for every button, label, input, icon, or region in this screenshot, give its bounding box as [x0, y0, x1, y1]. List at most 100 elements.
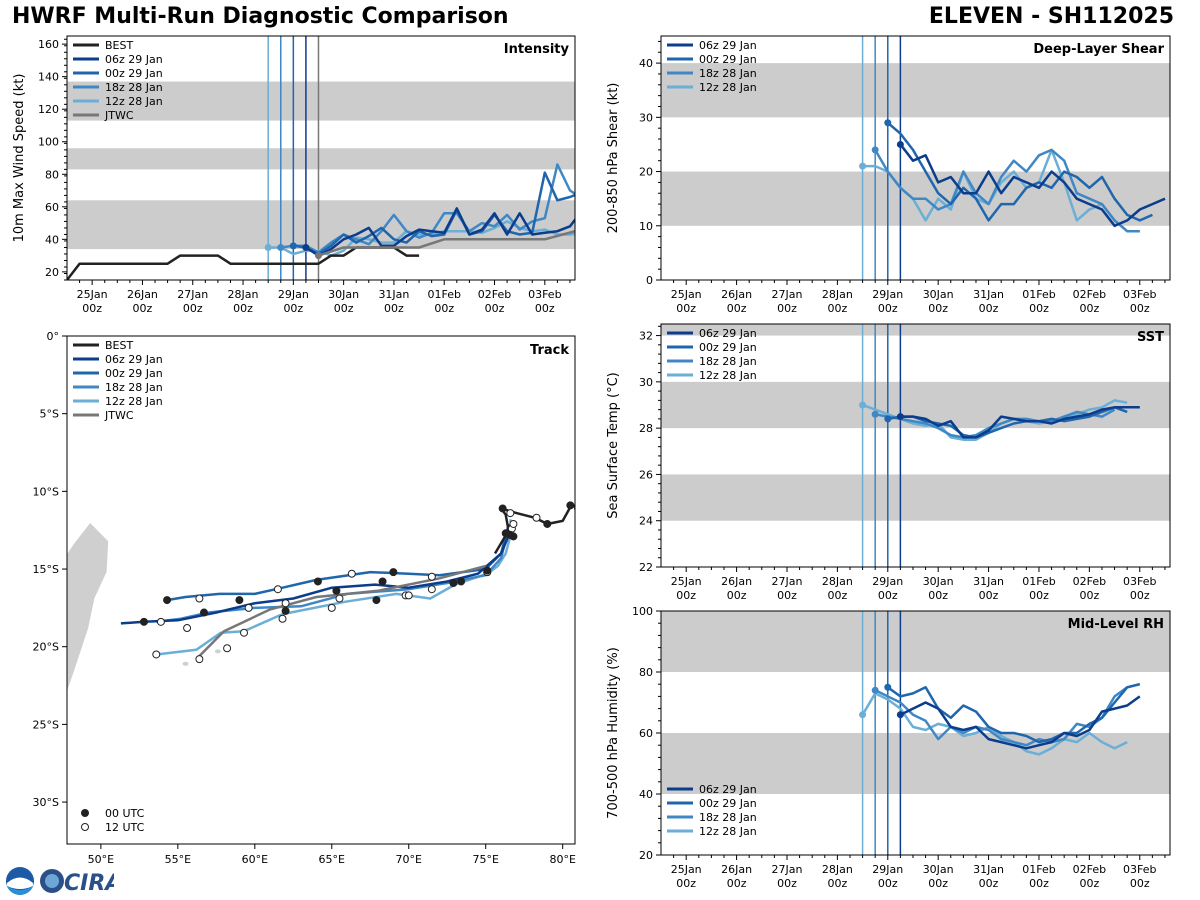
lon-tick-label: 75°E — [472, 853, 498, 866]
chart-title: Intensity — [504, 42, 570, 57]
x-tick-label: 29Jan — [872, 288, 903, 301]
x-tick-label: 31Jan — [378, 288, 409, 301]
x-tick-label: 25Jan — [77, 288, 108, 301]
legend-label: 12z 28 Jan — [105, 395, 163, 408]
cira-logo-text: CIRA — [64, 871, 114, 896]
intensity-frame — [66, 35, 576, 281]
legend-label: 00z 29 Jan — [699, 53, 757, 66]
x-tick-label: 00z — [928, 589, 948, 602]
x-tick-label: 01Feb — [1022, 863, 1055, 876]
x-tick-label: 00z — [1029, 302, 1049, 315]
series-start-marker — [871, 410, 879, 418]
series-line-06z-29-jan — [899, 143, 1166, 228]
x-tick-label: 30Jan — [923, 863, 954, 876]
threshold-band — [661, 733, 1170, 794]
series-start-marker — [859, 162, 867, 170]
series-start-marker — [289, 242, 297, 250]
x-tick-label: 00z — [1130, 589, 1150, 602]
lat-tick-label: 5°S — [40, 408, 59, 421]
series-start-marker — [302, 243, 310, 251]
series-line-06z-29-jan — [900, 406, 1140, 439]
x-tick-label: 26Jan — [721, 863, 752, 876]
marker-legend-symbol — [81, 809, 89, 817]
x-tick-label: 01Feb — [427, 288, 460, 301]
track-position-marker — [372, 596, 381, 605]
shear-plot-area — [661, 36, 1170, 280]
y-tick-label: 20 — [639, 849, 653, 862]
y-tick-label: 60 — [45, 201, 59, 214]
x-tick-label: 26Jan — [721, 288, 752, 301]
chart-title: Mid-Level RH — [1068, 617, 1164, 632]
x-tick-label: 01Feb — [1022, 288, 1055, 301]
x-tick-label: 29Jan — [872, 863, 903, 876]
legend-label: 00z 29 Jan — [699, 341, 757, 354]
x-tick-label: 00z — [485, 302, 505, 315]
x-tick-label: 25Jan — [671, 575, 702, 588]
x-tick-label: 00z — [233, 302, 253, 315]
track-position-marker — [506, 509, 515, 518]
x-tick-label: 00z — [979, 589, 999, 602]
track-line-12z-28-jan — [156, 519, 514, 656]
x-tick-label: 02Feb — [478, 288, 511, 301]
lon-tick-label: 60°E — [242, 853, 268, 866]
x-tick-label: 00z — [878, 877, 898, 890]
lat-tick-label: 20°S — [33, 641, 59, 654]
x-tick-label: 00z — [1029, 589, 1049, 602]
marker-legend-label: 00 UTC — [105, 807, 145, 820]
legend-label: 12z 28 Jan — [699, 369, 757, 382]
track-position-marker — [427, 572, 436, 581]
legend-label: 18z 28 Jan — [699, 355, 757, 368]
y-tick-label: 22 — [639, 561, 653, 574]
track-position-marker — [427, 585, 436, 594]
nesdis-logo-icon — [40, 869, 64, 893]
x-tick-label: 25Jan — [671, 863, 702, 876]
x-tick-label: 00z — [827, 877, 847, 890]
track-line-00z-29-jan — [166, 523, 511, 602]
x-tick-label: 00z — [1130, 877, 1150, 890]
series-start-marker — [871, 146, 879, 154]
x-tick-label: 03Feb — [1123, 575, 1156, 588]
y-tick-label: 40 — [45, 233, 59, 246]
y-axis-label: 700-500 hPa Humidity (%) — [606, 647, 621, 819]
legend-label: 06z 29 Jan — [699, 327, 757, 340]
x-tick-label: 00z — [1029, 877, 1049, 890]
x-tick-label: 00z — [82, 302, 102, 315]
series-start-marker — [264, 243, 272, 251]
sst-frame — [660, 323, 1171, 568]
x-tick-label: 00z — [1130, 302, 1150, 315]
chart-title: Track — [530, 343, 569, 358]
legend-label: BEST — [105, 339, 133, 352]
y-tick-label: 10 — [639, 220, 653, 233]
x-tick-label: 00z — [777, 877, 797, 890]
x-tick-label: 27Jan — [772, 863, 803, 876]
x-tick-label: 00z — [777, 589, 797, 602]
x-tick-label: 00z — [878, 589, 898, 602]
x-tick-label: 28Jan — [228, 288, 259, 301]
x-tick-label: 03Feb — [1123, 863, 1156, 876]
storm-id: ELEVEN - SH112025 — [928, 4, 1174, 29]
track-position-marker — [163, 596, 172, 605]
series-start-marker — [277, 243, 285, 251]
noaa-logo-icon — [6, 867, 34, 895]
track-position-marker — [449, 579, 458, 588]
track-position-marker — [347, 569, 356, 578]
legend-label: 00z 29 Jan — [105, 367, 163, 380]
chart-title: Deep-Layer Shear — [1033, 42, 1164, 57]
track-position-marker — [509, 519, 518, 528]
track-position-marker — [240, 628, 249, 637]
lat-tick-label: 30°S — [33, 796, 59, 809]
lon-tick-label: 55°E — [165, 853, 191, 866]
marker-legend-symbol — [81, 823, 89, 831]
reunion-island — [182, 661, 189, 666]
track-position-marker — [244, 603, 253, 612]
y-tick-label: 80 — [45, 168, 59, 181]
series-start-marker — [859, 711, 867, 719]
track-position-marker — [532, 513, 541, 522]
x-tick-label: 27Jan — [772, 288, 803, 301]
series-line-18z-28-jan — [874, 148, 1140, 233]
legend-label: 00z 29 Jan — [105, 67, 163, 80]
lat-tick-label: 0° — [47, 330, 60, 343]
y-tick-label: 28 — [639, 422, 653, 435]
y-tick-label: 26 — [639, 468, 653, 481]
